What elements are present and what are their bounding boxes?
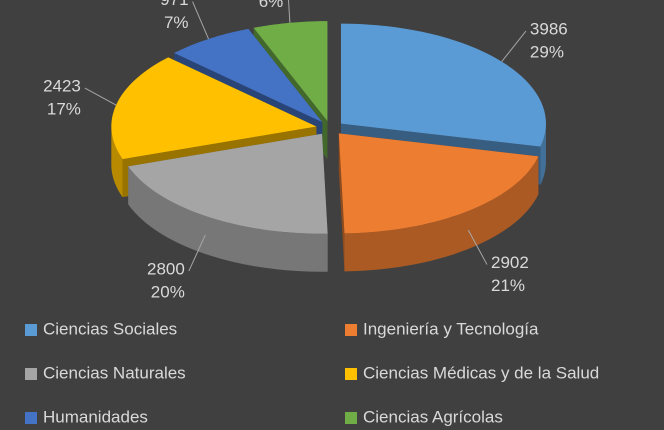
legend-swatch <box>345 368 357 380</box>
slice-top <box>340 23 546 147</box>
data-label-value: 2423 <box>43 77 81 96</box>
data-label-percent: 17% <box>47 100 81 119</box>
legend-label: Ciencias Sociales <box>43 319 177 338</box>
data-label-value: 2902 <box>491 253 529 272</box>
legend-swatch <box>345 412 357 424</box>
slice <box>338 133 539 272</box>
slice-top <box>128 133 328 234</box>
slice-top <box>338 133 539 234</box>
leader-line <box>192 1 209 40</box>
legend-swatch <box>345 324 357 336</box>
slice-side <box>128 166 328 272</box>
legend-swatch <box>25 368 37 380</box>
data-label-percent: 6% <box>259 0 284 11</box>
legend-label: Ciencias Médicas y de la Salud <box>363 363 599 382</box>
slice-top <box>253 21 328 122</box>
slice-side <box>344 156 539 272</box>
leader-line <box>84 87 117 106</box>
data-label-value: 3986 <box>530 20 568 39</box>
slice-top <box>111 57 317 160</box>
data-label-value: 971 <box>160 0 188 9</box>
slice-side <box>540 123 546 185</box>
legend-label: Ciencias Naturales <box>43 363 186 382</box>
legend-label: Humanidades <box>43 407 148 426</box>
leader-line <box>188 234 206 272</box>
legend-swatch <box>25 324 37 336</box>
legend-label: Ciencias Agrícolas <box>363 407 503 426</box>
data-label-percent: 20% <box>151 283 185 302</box>
slice-top <box>174 28 323 123</box>
data-label-percent: 7% <box>164 13 189 32</box>
leader-line <box>287 0 291 23</box>
data-label-percent: 21% <box>491 276 525 295</box>
leader-line <box>467 229 488 265</box>
data-label-value: 2800 <box>147 260 185 279</box>
legend-label: Ingeniería y Tecnología <box>363 319 539 338</box>
slice-wall <box>338 133 345 272</box>
leader-line <box>501 30 527 62</box>
data-label-percent: 29% <box>530 43 564 62</box>
slice-side <box>111 126 123 198</box>
slice <box>128 133 328 272</box>
legend-swatch <box>25 412 37 424</box>
